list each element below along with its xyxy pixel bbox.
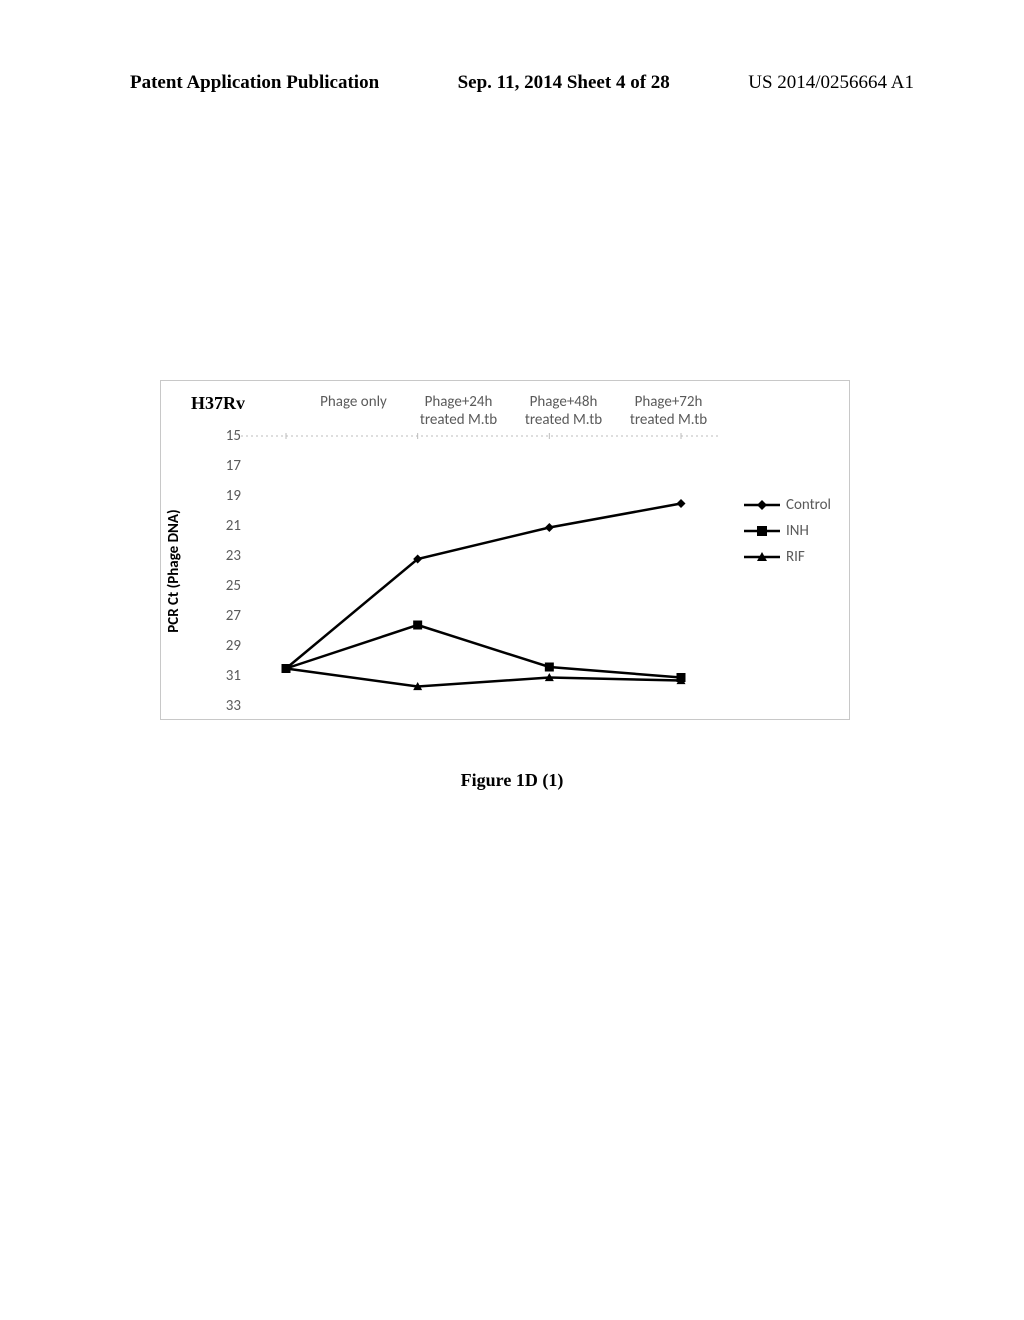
- x-cat-2: Phage+48h treated M.tb: [511, 393, 616, 429]
- plot-area: PCR Ct (Phage DNA) 15171921232527293133: [246, 436, 721, 706]
- y-tick: 17: [226, 457, 241, 475]
- x-cat-0: Phage only: [301, 393, 406, 429]
- x-cat-3: Phage+72h treated M.tb: [616, 393, 721, 429]
- y-tick: 33: [226, 697, 241, 715]
- figure-caption: Figure 1D (1): [0, 770, 1024, 791]
- y-tick: 29: [226, 637, 241, 655]
- plot-svg: [246, 436, 721, 706]
- series-line: [286, 504, 681, 669]
- y-tick: 21: [226, 517, 241, 535]
- chart-container: H37Rv Phage only Phage+24h treated M.tb …: [160, 380, 850, 720]
- legend-item: INH: [744, 522, 831, 540]
- y-tick: 15: [226, 427, 241, 445]
- series-line: [286, 625, 681, 678]
- y-tick: 19: [226, 487, 241, 505]
- legend-label: INH: [786, 522, 809, 540]
- series-marker: [413, 621, 422, 630]
- legend-item: RIF: [744, 548, 831, 566]
- y-tick: 25: [226, 577, 241, 595]
- header-left: Patent Application Publication: [130, 72, 379, 94]
- legend-item: Control: [744, 496, 831, 514]
- series-marker: [545, 523, 554, 532]
- series-marker: [677, 499, 686, 508]
- y-axis-label: PCR Ct (Phage DNA): [165, 509, 183, 632]
- legend-label: RIF: [786, 548, 805, 566]
- legend-label: Control: [786, 496, 831, 514]
- series-marker: [545, 663, 554, 672]
- x-axis-labels: Phage only Phage+24h treated M.tb Phage+…: [301, 393, 721, 429]
- y-axis-ticks: 15171921232527293133: [206, 436, 241, 706]
- series-line: [286, 669, 681, 687]
- y-tick: 31: [226, 667, 241, 685]
- legend: Control INH RIF: [744, 496, 831, 574]
- chart-title: H37Rv: [191, 393, 245, 414]
- header-right: US 2014/0256664 A1: [748, 72, 914, 94]
- y-tick: 23: [226, 547, 241, 565]
- page-header: Patent Application Publication Sep. 11, …: [0, 72, 1024, 94]
- x-cat-1: Phage+24h treated M.tb: [406, 393, 511, 429]
- y-tick: 27: [226, 607, 241, 625]
- header-center: Sep. 11, 2014 Sheet 4 of 28: [458, 72, 670, 94]
